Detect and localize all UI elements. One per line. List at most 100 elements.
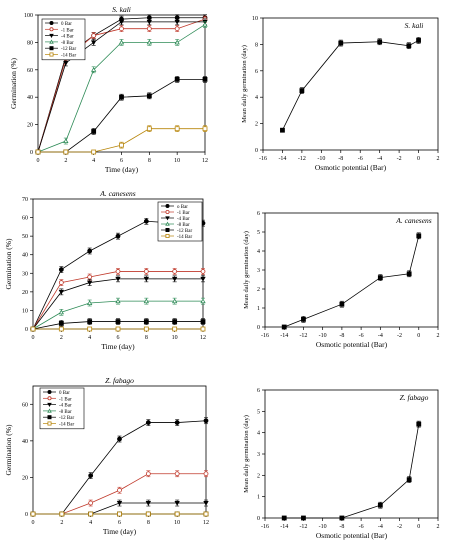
series-line-1 xyxy=(284,235,420,328)
x-tick-label: 4 xyxy=(92,158,95,164)
data-point xyxy=(174,76,180,82)
data-point xyxy=(146,39,153,45)
data-point xyxy=(174,511,180,517)
legend-marker xyxy=(47,415,52,420)
data-point xyxy=(119,94,124,100)
data-point xyxy=(200,276,206,282)
chart-3: 0 2 4 6 8 10 12 0 10 20 30 40 50 60 70 A. canesens Time … xyxy=(4,189,206,351)
x-axis-label: Time (day) xyxy=(101,342,135,351)
data-point xyxy=(281,324,287,330)
data-point xyxy=(146,19,153,25)
data-point xyxy=(202,21,208,27)
data-point xyxy=(87,248,93,254)
data-point xyxy=(91,149,97,155)
legend-marker xyxy=(49,20,54,25)
chart-5: 0 2 4 6 8 10 12 0 20 40 60 Z. fabago Time (day) Germi… xyxy=(4,376,209,536)
chart-title: Z. fabago xyxy=(105,376,134,385)
data-point xyxy=(117,436,122,442)
data-point xyxy=(145,501,152,506)
legend-marker xyxy=(165,216,170,221)
data-point xyxy=(339,515,345,521)
legend-marker xyxy=(49,27,54,32)
series-line-6 xyxy=(38,128,205,153)
y-tick-label: 6 xyxy=(257,211,260,217)
data-point xyxy=(118,39,125,45)
x-tick-label: -8 xyxy=(339,333,344,339)
chart-1: 0 2 4 6 8 10 12 0 20 40 60 80 100 S. kali Time (day) Ge… xyxy=(9,5,208,174)
y-tick-label: 0 xyxy=(257,325,260,331)
y-tick-label: 6 xyxy=(257,388,260,394)
x-tick-label: -8 xyxy=(339,524,344,530)
x-axis-label: Osmotic potential (Bar) xyxy=(316,531,388,540)
y-tick-label: 40 xyxy=(27,95,33,101)
y-tick-label: 40 xyxy=(22,253,28,259)
data-point xyxy=(172,269,178,274)
x-tick-label: -8 xyxy=(338,156,343,162)
legend-box xyxy=(39,387,85,430)
x-tick-label: 12 xyxy=(200,335,206,341)
y-tick-label: 0 xyxy=(255,148,258,154)
y-tick-label: 60 xyxy=(22,216,28,222)
x-tick-label: -10 xyxy=(319,333,327,339)
chart-title: Z. fabago xyxy=(400,393,429,402)
data-point xyxy=(58,289,65,295)
plot-frame xyxy=(262,17,439,151)
x-tick-label: -16 xyxy=(261,333,269,339)
data-point xyxy=(115,298,121,304)
y-tick-label: 60 xyxy=(27,68,33,74)
data-point xyxy=(119,26,124,32)
x-tick-label: -4 xyxy=(378,333,383,339)
y-tick-label: 10 xyxy=(22,308,28,314)
data-point xyxy=(406,271,412,277)
legend-marker xyxy=(49,33,54,39)
data-point xyxy=(338,40,344,46)
data-point xyxy=(377,275,383,281)
data-point xyxy=(202,126,208,132)
data-point xyxy=(143,298,150,304)
legend-marker xyxy=(49,46,54,51)
x-tick-label: 12 xyxy=(203,520,209,526)
legend-label: -4 Bar xyxy=(177,217,190,222)
x-tick-label: -2 xyxy=(397,156,402,162)
y-axis-label: Mean daily germination (day) xyxy=(243,415,250,493)
x-tick-label: -6 xyxy=(359,333,364,339)
x-axis-label: Osmotic potential (Bar) xyxy=(315,163,387,172)
x-tick-label: -14 xyxy=(278,156,286,162)
series-line-1 xyxy=(284,424,420,519)
data-point xyxy=(30,511,36,517)
series-line-5 xyxy=(38,78,205,153)
data-point xyxy=(203,501,209,506)
data-point xyxy=(115,269,121,274)
y-tick-label: 20 xyxy=(27,123,33,129)
y-tick-label: 0 xyxy=(25,327,28,333)
x-tick-label: -4 xyxy=(377,156,382,162)
x-tick-label: -12 xyxy=(299,333,307,339)
x-tick-label: 10 xyxy=(174,520,180,526)
x-axis-label: Time (day) xyxy=(103,527,137,536)
x-axis-label: Time (day) xyxy=(105,165,139,174)
x-tick-label: 2 xyxy=(60,520,63,526)
data-point xyxy=(143,269,149,274)
x-tick-label: 2 xyxy=(64,158,67,164)
y-tick-label: 3 xyxy=(257,452,260,458)
data-point xyxy=(406,43,412,49)
x-tick-label: 2 xyxy=(437,156,440,162)
legend-label: -1 Bar xyxy=(177,211,190,216)
data-point xyxy=(117,511,122,517)
y-axis-label: Mean daily germination (day) xyxy=(241,45,248,123)
data-point xyxy=(174,26,180,32)
legend-box xyxy=(41,18,86,61)
data-point xyxy=(200,269,206,274)
data-point xyxy=(58,267,64,272)
legend-label: -14 Bar xyxy=(59,423,74,428)
y-tick-label: 6 xyxy=(255,69,258,75)
y-tick-label: 40 xyxy=(22,439,28,445)
chart-title: S. kali xyxy=(112,5,131,14)
data-point xyxy=(88,473,94,479)
data-point xyxy=(86,280,93,286)
y-tick-label: 4 xyxy=(257,249,260,255)
y-tick-label: 0 xyxy=(25,512,28,518)
y-tick-label: 2 xyxy=(255,122,258,128)
chart-title: A. canesens xyxy=(395,216,431,225)
y-tick-label: 80 xyxy=(27,40,33,46)
